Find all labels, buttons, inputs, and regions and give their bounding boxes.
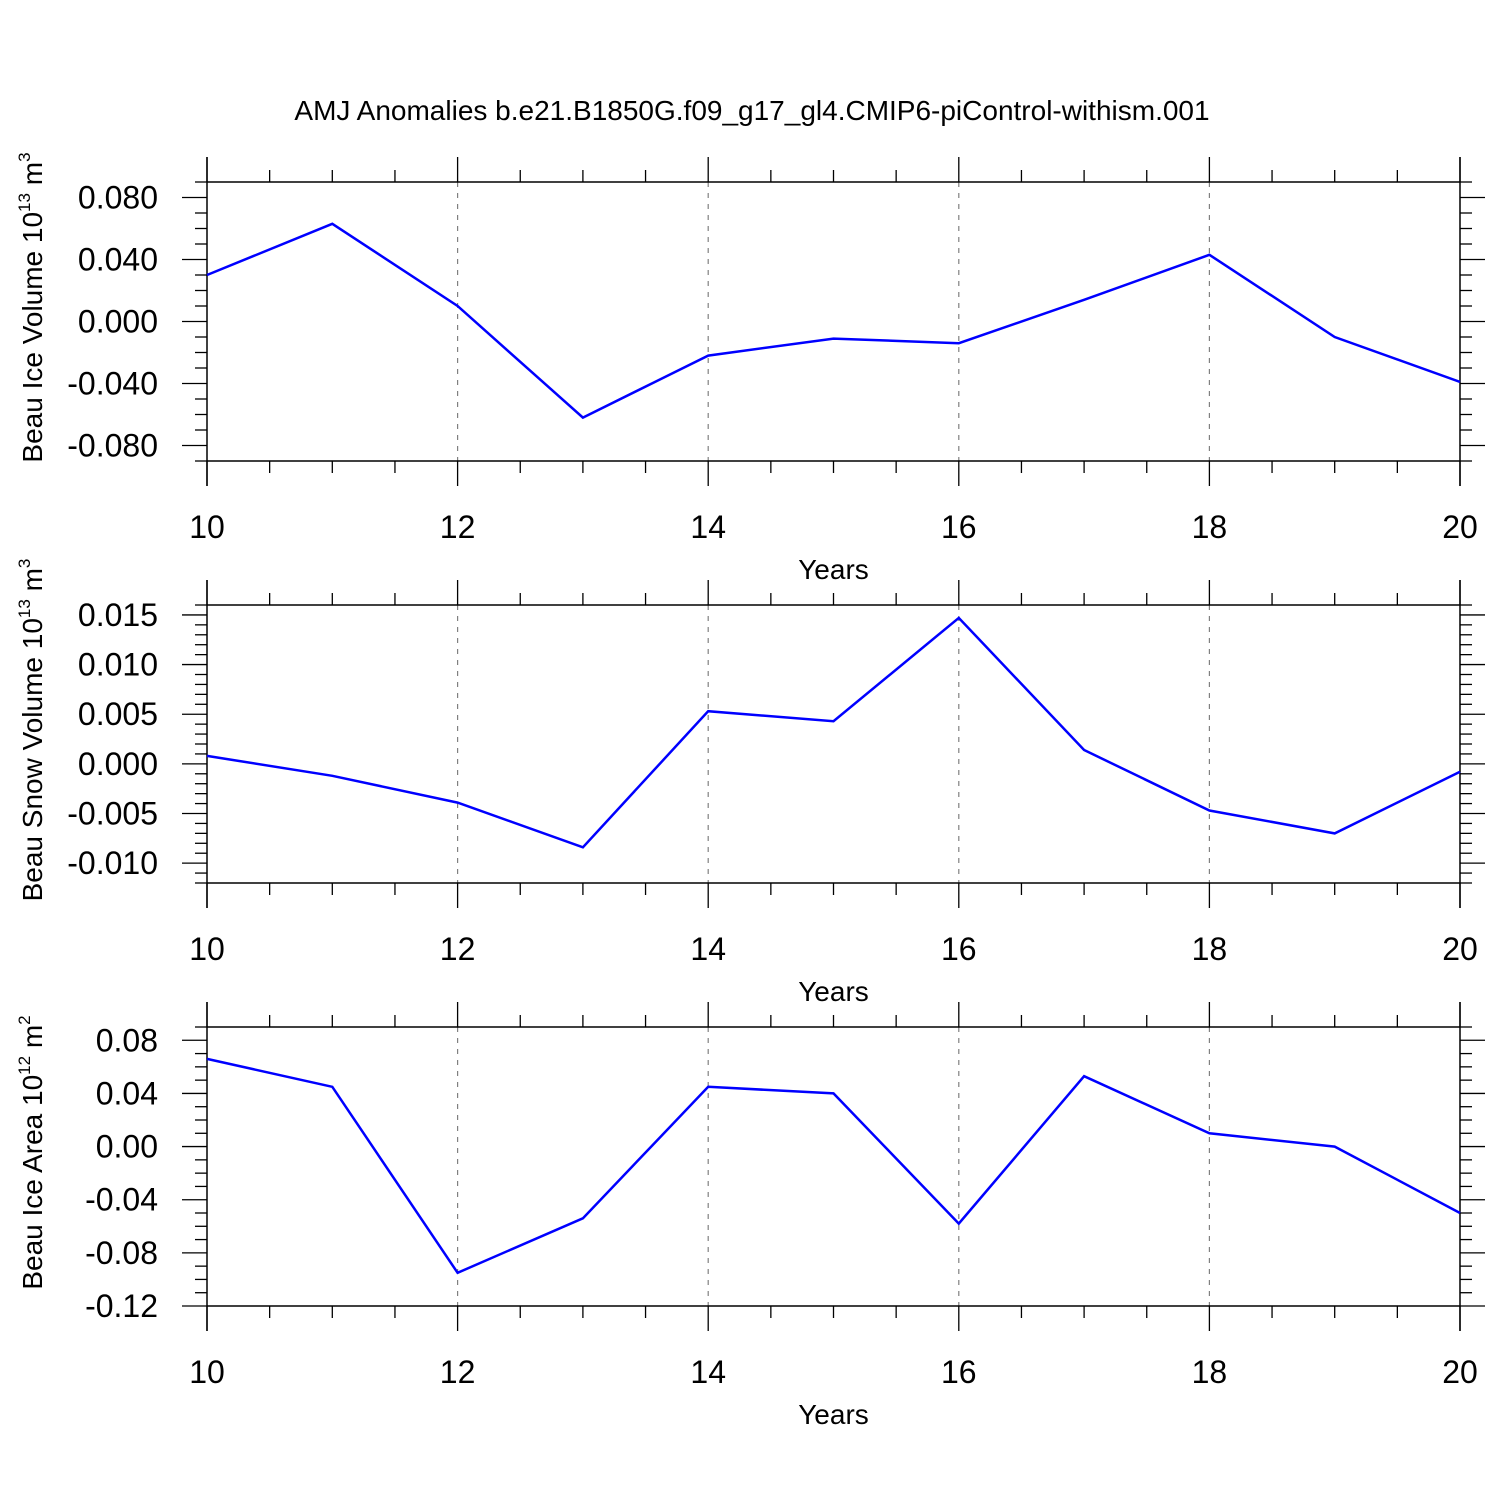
x-tick-label: 12 — [440, 931, 476, 967]
y-tick-label: -0.005 — [67, 796, 158, 832]
x-axis-title: Years — [798, 976, 869, 1007]
y-tick-label: 0.040 — [78, 242, 158, 278]
x-tick-label: 14 — [690, 509, 726, 545]
x-tick-label: 14 — [690, 1354, 726, 1390]
y-tick-label: -0.12 — [85, 1288, 158, 1324]
x-tick-label: 16 — [941, 1354, 977, 1390]
series-line — [206, 616, 1461, 849]
x-tick-label: 10 — [189, 509, 225, 545]
x-tick-label: 20 — [1442, 509, 1478, 545]
x-axis-title: Years — [798, 554, 869, 585]
y-tick-label: 0.04 — [96, 1075, 158, 1111]
x-tick-label: 10 — [189, 931, 225, 967]
x-tick-label: 10 — [189, 1354, 225, 1390]
x-tick-label: 18 — [1192, 931, 1228, 967]
series-line — [206, 222, 1461, 420]
y-tick-label: 0.000 — [78, 304, 158, 340]
y-tick-label: -0.08 — [85, 1235, 158, 1271]
x-tick-label: 18 — [1192, 509, 1228, 545]
x-axis-title: Years — [798, 1399, 869, 1430]
y-axis-title: Beau Snow Volume 1013 m3 — [15, 559, 48, 902]
series-line — [206, 1057, 1461, 1275]
y-tick-label: 0.00 — [96, 1129, 158, 1165]
x-tick-label: 20 — [1442, 931, 1478, 967]
chart-panel-2: 0.015 0.010 0.005 0.000 -0.005 -0.010 10 12 14 16… — [15, 559, 1485, 1007]
y-axis-title: Beau Ice Area 1012 m2 — [15, 1015, 48, 1289]
y-tick-label: 0.000 — [78, 746, 158, 782]
x-tick-label: 12 — [440, 1354, 476, 1390]
x-tick-label: 14 — [690, 931, 726, 967]
y-tick-label: 0.015 — [78, 597, 158, 633]
y-tick-label: -0.080 — [67, 428, 158, 464]
x-tick-label: 18 — [1192, 1354, 1228, 1390]
y-tick-label: 0.010 — [78, 647, 158, 683]
x-tick-label: 12 — [440, 509, 476, 545]
chart-panel-3: 0.08 0.04 0.00 -0.04 -0.08 -0.12 10 12 14 16 18 20 Y… — [15, 1002, 1485, 1430]
y-axis-title: Beau Ice Volume 1013 m3 — [15, 152, 48, 462]
figure-title: AMJ Anomalies b.e21.B1850G.f09_g17_gl4.C… — [294, 95, 1209, 126]
x-tick-label: 16 — [941, 509, 977, 545]
y-tick-label: -0.010 — [67, 845, 158, 881]
x-tick-label: 16 — [941, 931, 977, 967]
x-tick-label: 20 — [1442, 1354, 1478, 1390]
chart-panel-1: 0.080 0.040 0.000 -0.040 -0.080 10 12 14 16 18 20 Y… — [15, 152, 1485, 585]
y-tick-label: 0.080 — [78, 180, 158, 216]
y-tick-label: 0.005 — [78, 696, 158, 732]
y-tick-label: -0.040 — [67, 366, 158, 402]
y-tick-label: -0.04 — [85, 1182, 158, 1218]
panels: 0.080 0.040 0.000 -0.040 -0.080 10 12 14 16 18 20 Y… — [15, 152, 1485, 1430]
y-tick-label: 0.08 — [96, 1022, 158, 1058]
